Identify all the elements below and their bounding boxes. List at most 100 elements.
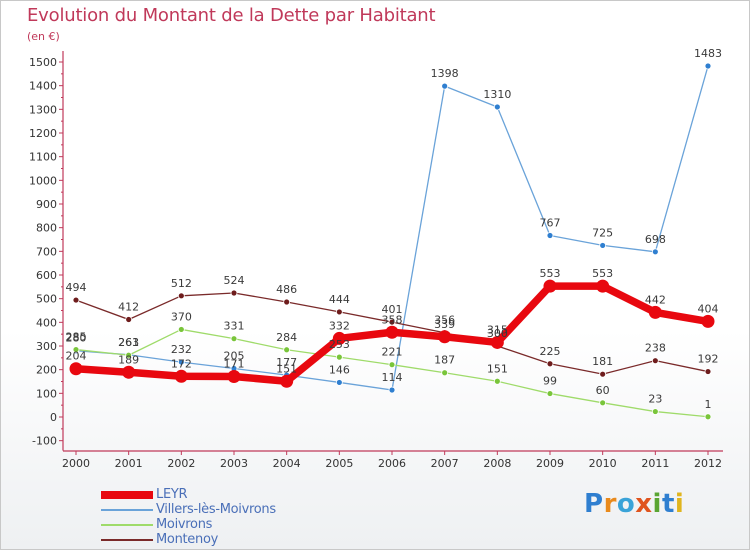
data-point	[174, 369, 188, 383]
data-point	[701, 314, 715, 328]
data-point	[125, 351, 133, 359]
legend-label: LEYR	[156, 487, 188, 502]
data-point	[230, 289, 238, 297]
data-label: 370	[171, 310, 192, 323]
data-label: 512	[171, 277, 192, 290]
data-label: 187	[434, 354, 455, 367]
x-tick-label: 2011	[641, 457, 669, 470]
data-point	[283, 298, 291, 306]
data-point	[335, 308, 343, 316]
data-label: 151	[276, 362, 297, 375]
data-point	[704, 368, 712, 375]
data-point	[122, 365, 136, 379]
unit-label: (en €)	[27, 30, 60, 43]
legend-swatch	[101, 539, 153, 541]
x-tick-label: 2004	[273, 457, 301, 470]
series-montenoy	[72, 289, 712, 378]
data-label: 494	[66, 281, 87, 294]
y-tick-label: 1200	[29, 127, 57, 140]
data-label: 151	[487, 362, 508, 375]
data-label: 401	[382, 303, 403, 316]
data-point	[441, 369, 449, 377]
data-point	[546, 360, 554, 368]
x-tick-label: 2005	[325, 457, 353, 470]
y-tick-label: 400	[36, 316, 57, 329]
data-label: 315	[487, 323, 508, 336]
legend-item: LEYR	[101, 487, 361, 503]
data-point	[332, 331, 346, 345]
data-label: 442	[645, 293, 666, 306]
data-label: 285	[66, 331, 87, 344]
y-tick-label: 1300	[29, 103, 57, 116]
data-label: 238	[645, 342, 666, 355]
x-tick-label: 2010	[589, 457, 617, 470]
proxiti-logo: Proxiti	[584, 489, 685, 519]
data-point	[546, 390, 554, 397]
y-tick-label: 1500	[29, 56, 57, 69]
data-point	[599, 370, 607, 378]
legend-item: Montenoy	[101, 532, 361, 548]
x-tick-label: 2000	[62, 457, 90, 470]
data-point	[441, 82, 449, 90]
data-label: 253	[329, 338, 350, 351]
data-label: 225	[540, 345, 561, 358]
legend-swatch	[101, 509, 153, 511]
data-label: 1310	[483, 88, 511, 101]
series-line	[75, 65, 709, 391]
data-label: 412	[118, 300, 139, 313]
data-label: 114	[382, 371, 403, 384]
data-label: 204	[66, 350, 87, 363]
data-point	[177, 292, 185, 300]
data-point	[546, 232, 554, 239]
y-tick-label: 200	[36, 364, 57, 377]
legend-item: Villers-lès-Moivrons	[101, 502, 361, 518]
data-point	[283, 346, 291, 354]
data-label: 486	[276, 283, 297, 296]
data-point	[335, 379, 343, 386]
data-point	[648, 305, 662, 319]
data-point	[69, 362, 83, 376]
data-label: 181	[592, 355, 613, 368]
data-point	[72, 346, 80, 353]
data-label: 698	[645, 233, 666, 246]
data-label: 356	[434, 314, 455, 327]
y-tick-label: 1400	[29, 80, 57, 93]
data-point	[599, 242, 607, 249]
y-tick-label: 900	[36, 198, 57, 211]
data-point	[230, 335, 238, 343]
data-label: 1483	[694, 47, 722, 60]
y-tick-label: 500	[36, 293, 57, 306]
data-label: 177	[276, 356, 297, 369]
data-label: 99	[543, 375, 557, 388]
data-point	[651, 408, 659, 415]
data-label: 284	[276, 331, 297, 344]
data-label: 171	[224, 358, 245, 371]
data-label: 1	[705, 398, 712, 411]
data-point	[72, 296, 80, 304]
legend-swatch	[101, 524, 153, 526]
legend-label: Montenoy	[156, 532, 218, 547]
data-label: 331	[224, 320, 245, 333]
legend-swatch	[101, 491, 153, 499]
series-leyr	[69, 279, 715, 388]
data-label: 553	[540, 267, 561, 280]
data-point	[335, 353, 343, 361]
x-tick-label: 2001	[115, 457, 143, 470]
data-point	[438, 330, 452, 344]
data-label: 221	[382, 346, 403, 359]
x-tick-label: 2003	[220, 457, 248, 470]
x-tick-label: 2002	[167, 457, 195, 470]
x-tick-label: 2007	[431, 457, 459, 470]
data-point	[651, 357, 659, 365]
data-point	[388, 361, 396, 369]
data-point	[388, 386, 396, 394]
data-point	[490, 335, 504, 349]
data-label: 172	[171, 357, 192, 370]
legend-label: Villers-lès-Moivrons	[156, 502, 276, 517]
data-point	[596, 279, 610, 293]
data-point	[125, 316, 133, 323]
y-tick-label: 600	[36, 269, 57, 282]
y-tick-label: 700	[36, 245, 57, 258]
data-label: 300	[487, 327, 508, 340]
